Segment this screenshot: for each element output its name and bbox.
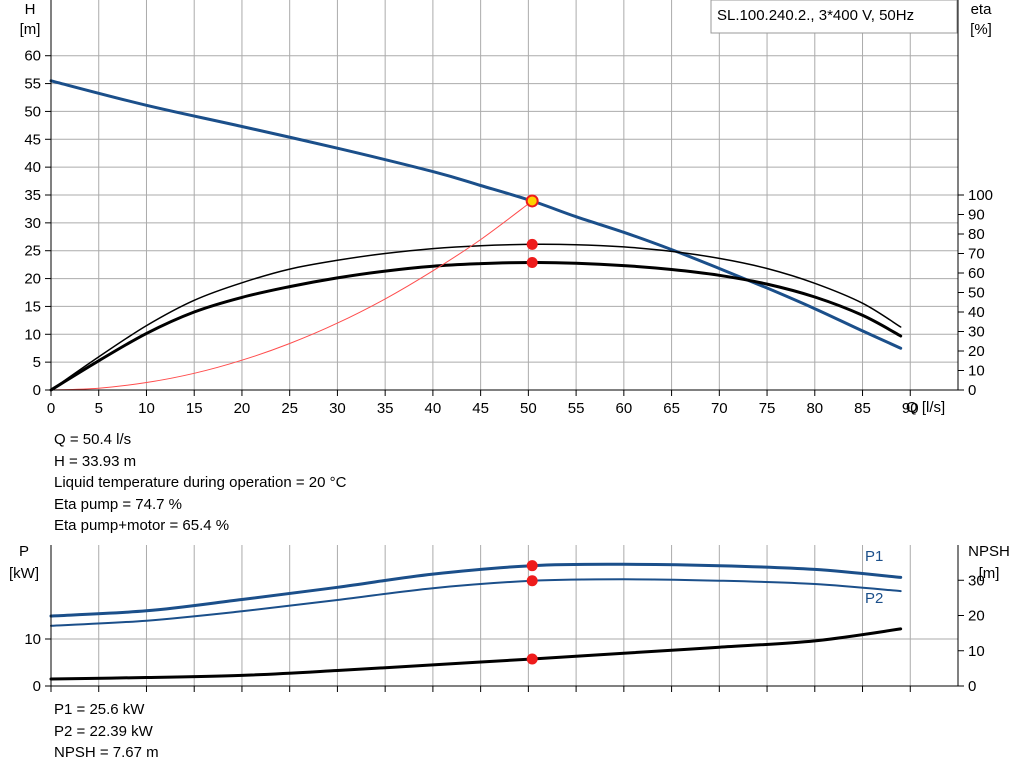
upper-x-tick-label: 5: [95, 400, 103, 417]
readout-eta-pump-motor: Eta pump+motor = 65.4 %: [54, 517, 230, 534]
upper-x-axis-label: Q [l/s]: [906, 399, 945, 416]
upper-y-left-tick-label: 0: [33, 382, 41, 399]
readout-liquid-temperature: Liquid temperature during operation = 20…: [54, 474, 347, 491]
legend-box-text: SL.100.240.2., 3*400 V, 50Hz: [717, 7, 914, 24]
upper-grid: [51, 0, 958, 390]
upper-y-right-tick-label: 80: [968, 226, 985, 243]
upper-x-tick-label: 90: [902, 400, 919, 417]
upper-y-left-unit: [m]: [20, 21, 41, 38]
upper-y-left-tick-label: 5: [33, 354, 41, 371]
upper-y-right-tick-label: 40: [968, 304, 985, 321]
lower-y-right-tick-label: 20: [968, 608, 985, 625]
legend-box: [710, 0, 958, 34]
upper-y-right-tick-label: 100: [968, 187, 993, 204]
lower-marker-p1: [526, 560, 538, 572]
upper-x-tick-label: 10: [138, 400, 155, 417]
upper-x-tick-label: 45: [472, 400, 489, 417]
upper-marker-eta-pump-motor: [526, 256, 538, 268]
upper-readouts: Q = 50.4 l/s H = 33.93 m Liquid temperat…: [54, 429, 346, 537]
upper-x-tick-label: 20: [234, 400, 251, 417]
lower-y-right-tick-label: 30: [968, 572, 985, 589]
upper-y-left-tick-label: 40: [24, 159, 41, 176]
upper-y-right-tick-label: 50: [968, 285, 985, 302]
upper-x-tick-label: 60: [615, 400, 632, 417]
upper-series-eta-pump-motor: [49, 260, 903, 392]
lower-y-left-title: P: [19, 543, 29, 560]
upper-x-tick-label: 40: [425, 400, 442, 417]
upper-marker-eta-pump: [526, 238, 538, 250]
upper-y-right-unit: [%]: [970, 21, 992, 38]
upper-series-system: [50, 200, 533, 391]
upper-x-tick-label: 35: [377, 400, 394, 417]
upper-y-right-tick-label: 90: [968, 207, 985, 224]
upper-x-tick-label: 75: [759, 400, 776, 417]
lower-y-left-tick-label: 0: [33, 678, 41, 695]
lower-axes: 0 10 0 10 20 30: [24, 545, 985, 695]
upper-x-tick-label: 30: [329, 400, 346, 417]
upper-y-right-tick-label: 30: [968, 324, 985, 341]
lower-y-right-title: NPSH: [968, 543, 1010, 560]
lower-series-p1: [49, 562, 903, 618]
upper-y-left-tick-label: 15: [24, 298, 41, 315]
upper-x-tick-label: 25: [281, 400, 298, 417]
upper-y-left-tick-label: 50: [24, 103, 41, 120]
readout-npsh: NPSH = 7.67 m: [54, 744, 159, 761]
upper-y-right-tick-label: 20: [968, 343, 985, 360]
upper-y-left-tick-label: 45: [24, 131, 41, 148]
upper-y-left-tick-label: 35: [24, 187, 41, 204]
upper-axes: 0 5 10 15 20 25 30 35 40 45 50 55 60 65 70 75 80 85 90 0 5 10…: [24, 0, 993, 417]
lower-y-right-unit: [m]: [979, 565, 1000, 582]
upper-y-left-tick-label: 10: [24, 326, 41, 343]
readout-flow: Q = 50.4 l/s: [54, 431, 132, 448]
lower-marker-npsh: [526, 653, 538, 665]
upper-x-tick-label: 15: [186, 400, 203, 417]
lower-series-npsh: [49, 627, 903, 681]
upper-x-tick-label: 50: [520, 400, 537, 417]
upper-y-left-tick-label: 60: [24, 48, 41, 65]
series-label-p1: P1: [865, 548, 883, 565]
lower-series-p2: [50, 578, 902, 627]
lower-series: [49, 560, 903, 681]
upper-x-tick-label: 80: [806, 400, 823, 417]
readout-p1: P1 = 25.6 kW: [54, 701, 145, 718]
upper-y-right-title: eta: [971, 1, 993, 18]
lower-y-right-tick-label: 0: [968, 678, 976, 695]
upper-x-tick-label: 0: [47, 400, 55, 417]
readout-p2: P2 = 22.39 kW: [54, 722, 153, 740]
lower-readouts: P1 = 25.6 kW P2 = 22.39 kW NPSH = 7.67 m: [54, 699, 159, 764]
upper-series: [49, 79, 903, 392]
upper-y-right-tick-label: 10: [968, 363, 985, 380]
readout-head: H = 33.93 m: [54, 452, 137, 470]
upper-y-left-title: H: [25, 1, 36, 18]
upper-series-head: [49, 79, 903, 350]
lower-y-left-tick-label: 10: [24, 631, 41, 648]
upper-duty-point: [525, 194, 539, 208]
upper-x-tick-label: 85: [854, 400, 871, 417]
lower-marker-p2: [526, 575, 538, 587]
upper-y-left-tick-label: 20: [24, 271, 41, 288]
upper-y-left-tick-label: 25: [24, 243, 41, 260]
upper-y-right-tick-label: 0: [968, 382, 976, 399]
series-label-p2: P2: [865, 590, 883, 607]
upper-y-left-tick-label: 55: [24, 76, 41, 93]
upper-y-right-tick-label: 70: [968, 246, 985, 263]
lower-y-left-unit: [kW]: [9, 565, 39, 582]
upper-x-tick-label: 55: [568, 400, 585, 417]
upper-x-tick-label: 65: [663, 400, 680, 417]
upper-series-eta-pump: [50, 243, 902, 391]
upper-y-left-tick-label: 30: [24, 215, 41, 232]
readout-eta-pump: Eta pump = 74.7 %: [54, 495, 182, 513]
upper-x-tick-label: 70: [711, 400, 728, 417]
lower-y-right-tick-label: 10: [968, 643, 985, 660]
upper-y-right-tick-label: 60: [968, 265, 985, 282]
